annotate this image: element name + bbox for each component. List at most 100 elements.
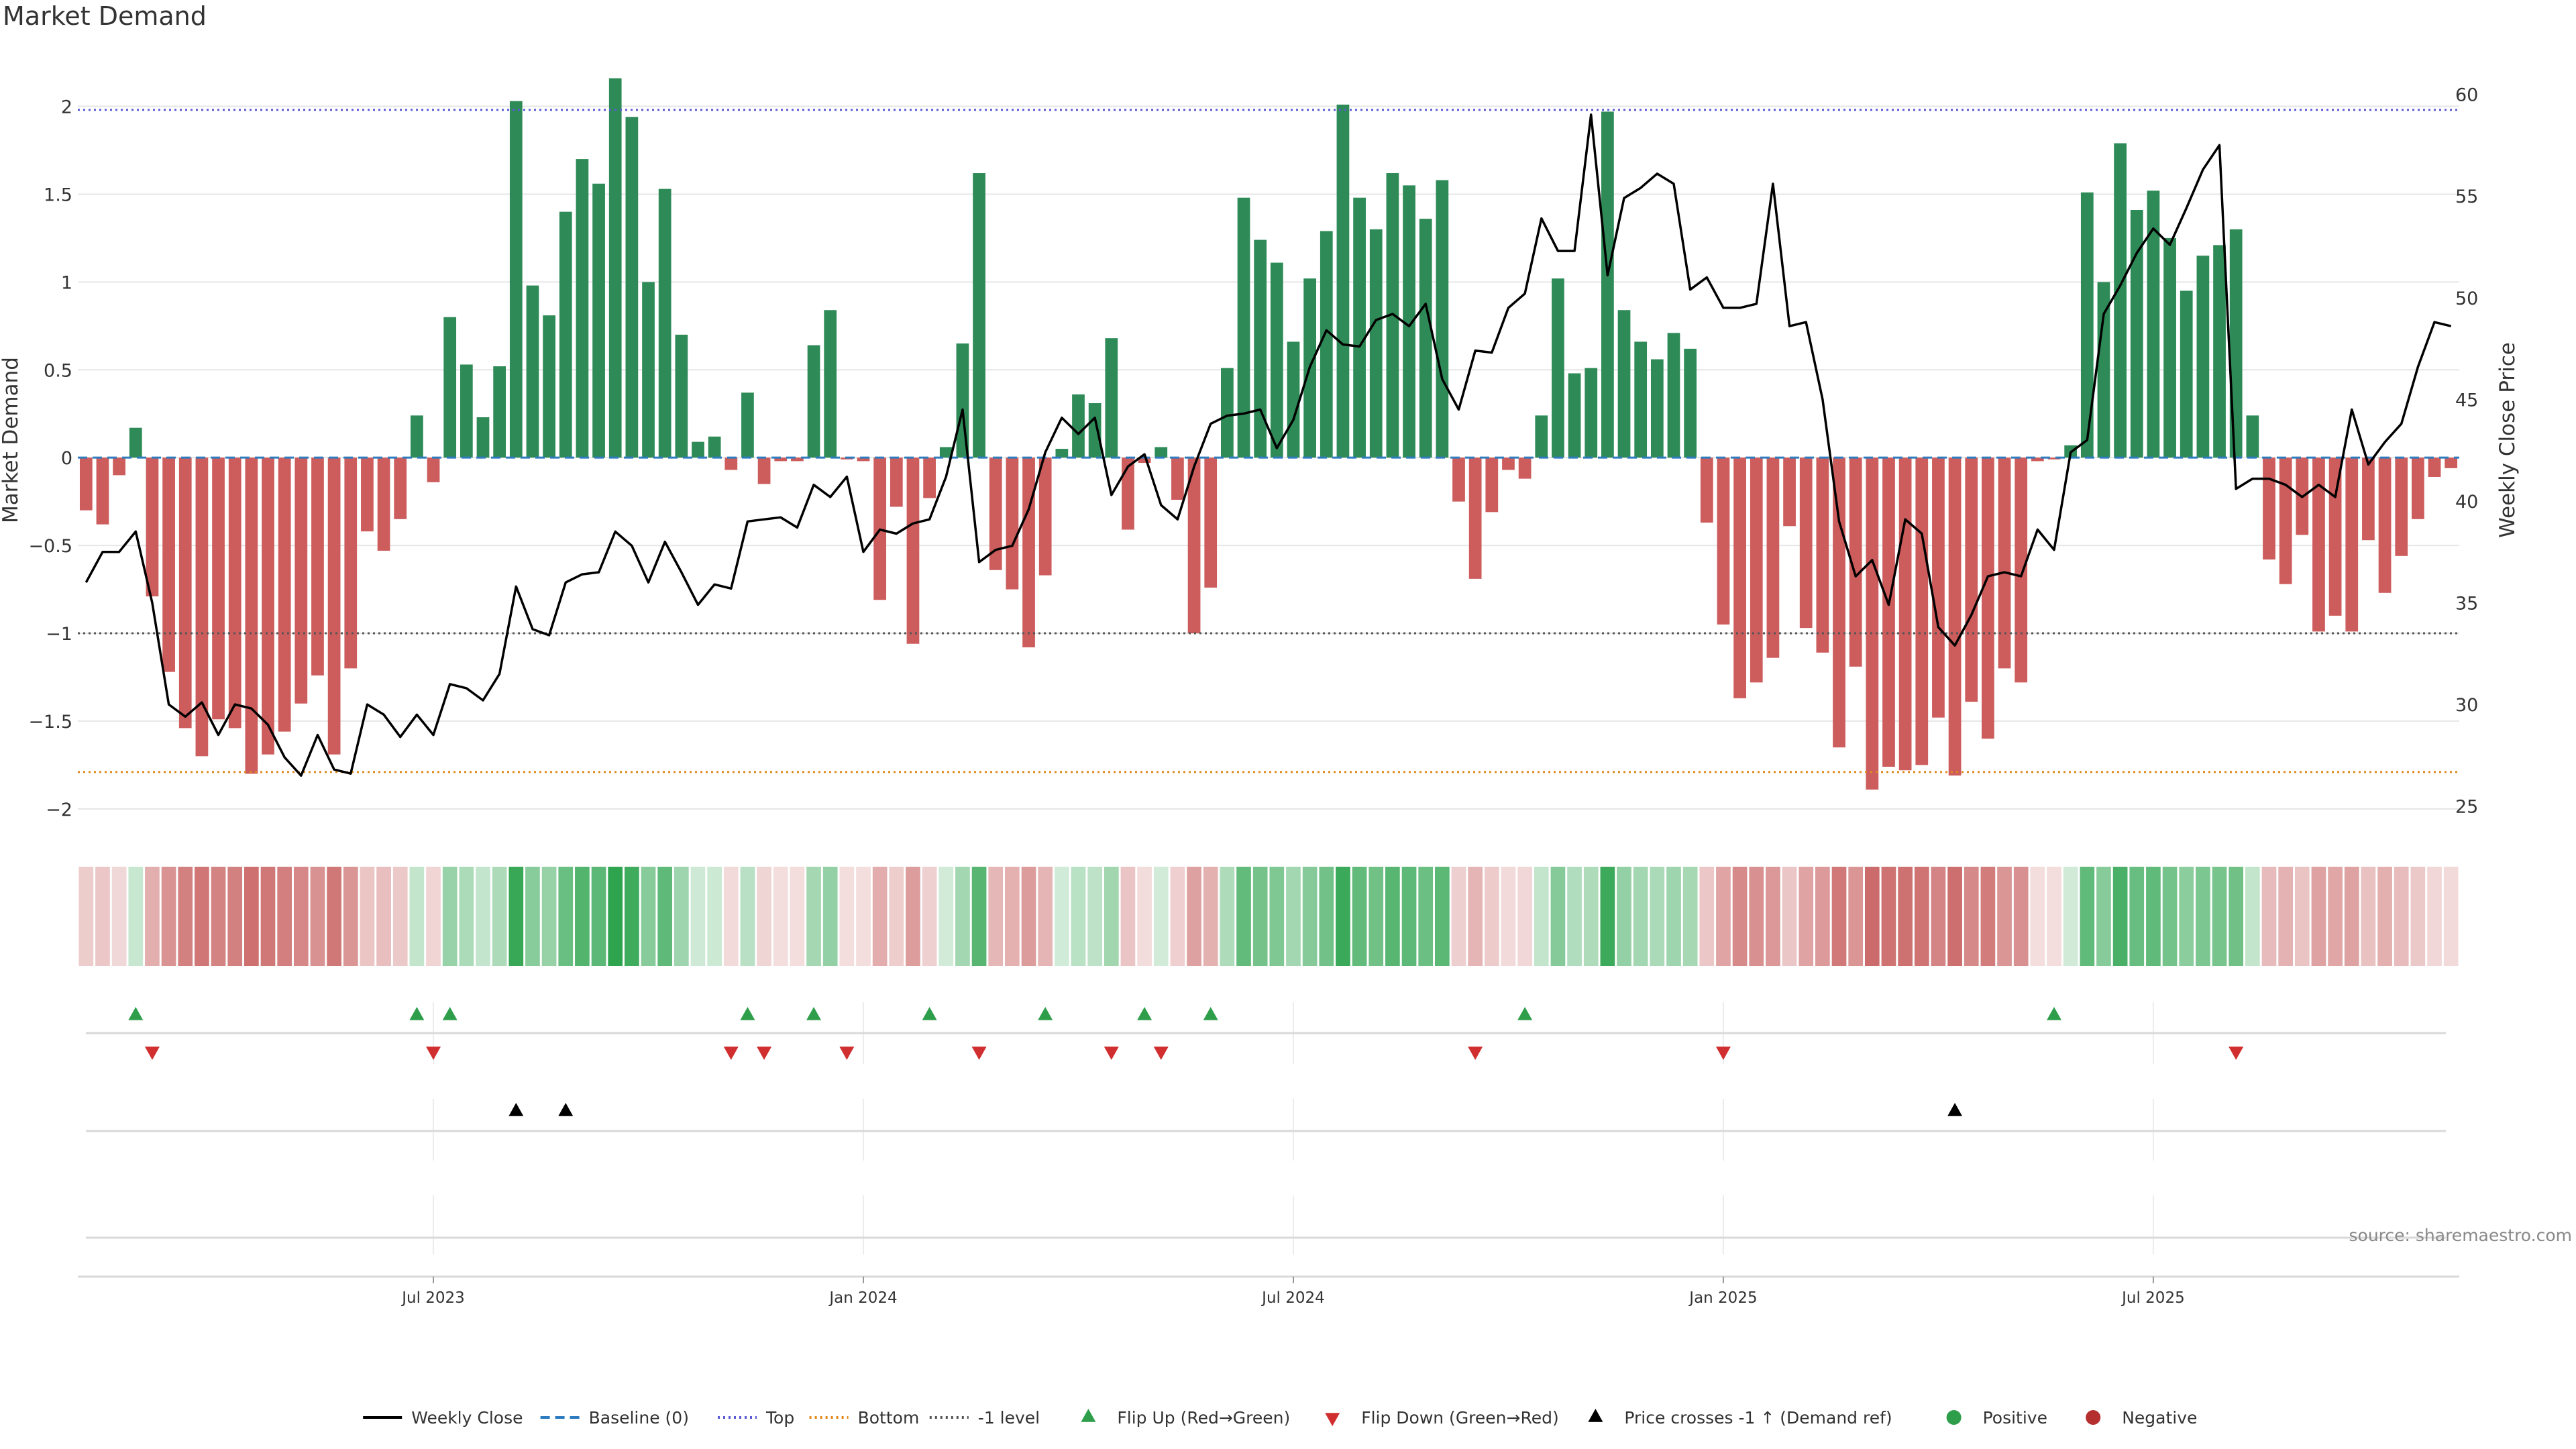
heat-cell-negative bbox=[1038, 867, 1053, 966]
flip-down-marker bbox=[839, 1046, 855, 1060]
x-tick-label: Jul 2024 bbox=[1260, 1289, 1325, 1307]
y-tick-label-left: −2 bbox=[46, 800, 72, 820]
demand-bar-negative bbox=[2412, 458, 2424, 519]
heat-cell-negative bbox=[260, 867, 276, 966]
heat-cell-positive bbox=[1087, 867, 1102, 966]
demand-bar-negative bbox=[757, 458, 771, 484]
demand-bar-positive bbox=[1403, 185, 1415, 458]
demand-bar-negative bbox=[2047, 458, 2061, 460]
y-tick-label-right: 50 bbox=[2455, 288, 2478, 309]
flip-down-marker bbox=[723, 1046, 739, 1060]
demand-bar-positive bbox=[2114, 143, 2127, 458]
heat-cell-positive bbox=[1534, 867, 1549, 966]
legend-label: Baseline (0) bbox=[589, 1408, 689, 1428]
demand-bar-positive bbox=[1105, 338, 1118, 458]
demand-bar-positive bbox=[1650, 359, 1664, 458]
heat-cell-positive bbox=[1583, 867, 1599, 966]
flip-down-marker bbox=[144, 1046, 160, 1060]
y-tick-label-right: 40 bbox=[2455, 492, 2478, 513]
y-tick-label-left: −1.5 bbox=[28, 712, 72, 733]
heat-cell-positive bbox=[2112, 867, 2128, 966]
demand-bar-negative bbox=[162, 458, 175, 672]
heat-cell-negative bbox=[1964, 867, 1979, 966]
demand-bar-negative bbox=[1171, 458, 1184, 500]
legend-label: -1 level bbox=[978, 1408, 1040, 1428]
heat-cell-negative bbox=[244, 867, 259, 966]
heat-cell-positive bbox=[591, 867, 606, 966]
heat-cell-negative bbox=[1451, 867, 1466, 966]
demand-bar-positive bbox=[1072, 394, 1085, 458]
demand-bar-positive bbox=[476, 417, 490, 458]
demand-bar-positive bbox=[939, 447, 953, 458]
heat-cell-positive bbox=[2080, 867, 2095, 966]
demand-bar-positive bbox=[2246, 415, 2259, 458]
demand-bar-negative bbox=[278, 458, 291, 732]
chart-title: Market Demand bbox=[3, 1, 207, 31]
heat-cell-positive bbox=[822, 867, 838, 966]
heat-cell-positive bbox=[1236, 867, 1251, 966]
legend: Weekly Close Baseline (0) Top Bottom -1 leve… bbox=[363, 1408, 2197, 1428]
demand-bar-positive bbox=[576, 159, 589, 458]
demand-bar-positive bbox=[1369, 229, 1383, 458]
heat-cell-negative bbox=[211, 867, 226, 966]
demand-bar-negative bbox=[857, 458, 870, 462]
flip-up-marker bbox=[1038, 1007, 1053, 1020]
demand-bar-negative bbox=[2362, 458, 2375, 541]
heat-cell-positive bbox=[508, 867, 524, 966]
demand-bar-negative bbox=[1733, 458, 1746, 698]
heat-cell-negative bbox=[343, 867, 358, 966]
heat-cell-positive bbox=[1352, 867, 1367, 966]
demand-bar-positive bbox=[1254, 239, 1267, 458]
demand-bar-negative bbox=[2263, 458, 2275, 560]
heat-cell-positive bbox=[707, 867, 722, 966]
heat-cell-positive bbox=[1336, 867, 1350, 966]
heat-cell-negative bbox=[790, 867, 805, 966]
x-tick-label: Jul 2023 bbox=[400, 1289, 465, 1307]
heat-cell-positive bbox=[2179, 867, 2194, 966]
legend-swatch bbox=[2086, 1410, 2101, 1425]
heat-cell-positive bbox=[608, 867, 623, 966]
demand-bar-positive bbox=[1287, 341, 1300, 458]
y-tick-label-right: 25 bbox=[2455, 797, 2478, 818]
demand-bar-negative bbox=[361, 458, 374, 532]
legend-swatch bbox=[1588, 1409, 1603, 1422]
y-tick-label-left: −0.5 bbox=[28, 536, 72, 557]
demand-bar-negative bbox=[427, 458, 440, 482]
heat-cell-negative bbox=[2047, 867, 2061, 966]
demand-bar-positive bbox=[1436, 180, 1449, 458]
demand-bar-positive bbox=[2130, 210, 2143, 458]
legend-label: Weekly Close bbox=[411, 1408, 523, 1428]
demand-bar-negative bbox=[724, 458, 738, 470]
demand-bar-negative bbox=[774, 458, 788, 462]
demand-bar-negative bbox=[1898, 458, 1912, 771]
demand-bar-negative bbox=[1022, 458, 1035, 647]
legend-label: Bottom bbox=[858, 1408, 920, 1428]
demand-bar-negative bbox=[1849, 458, 1862, 667]
heat-cell-negative bbox=[227, 867, 243, 966]
heat-cell-negative bbox=[872, 867, 888, 966]
demand-bar-positive bbox=[1270, 262, 1283, 458]
demand-bar-positive bbox=[608, 78, 622, 458]
heat-cell-negative bbox=[1782, 867, 1797, 966]
demand-bar-negative bbox=[212, 458, 225, 720]
heat-cell-negative bbox=[2311, 867, 2326, 966]
heat-cell-positive bbox=[2196, 867, 2210, 966]
demand-bar-negative bbox=[2378, 458, 2392, 593]
flip-up-marker bbox=[442, 1007, 458, 1020]
demand-bar-negative bbox=[1138, 458, 1151, 464]
heat-cell-positive bbox=[1302, 867, 1318, 966]
demand-bar-positive bbox=[543, 315, 555, 458]
heat-cell-positive bbox=[442, 867, 458, 966]
demand-bar-negative bbox=[1038, 458, 1052, 576]
demand-bar-positive bbox=[625, 117, 639, 458]
heat-cell-positive bbox=[2212, 867, 2227, 966]
x-tick-label: Jul 2025 bbox=[2121, 1289, 2185, 1307]
heat-cell-negative bbox=[906, 867, 920, 966]
demand-bar-negative bbox=[1998, 458, 2011, 669]
heat-cell-negative bbox=[310, 867, 325, 966]
demand-bar-positive bbox=[2147, 191, 2160, 458]
demand-bar-negative bbox=[1833, 458, 1845, 748]
demand-bar-negative bbox=[906, 458, 920, 644]
demand-bar-negative bbox=[79, 458, 93, 511]
heat-cell-negative bbox=[95, 867, 110, 966]
